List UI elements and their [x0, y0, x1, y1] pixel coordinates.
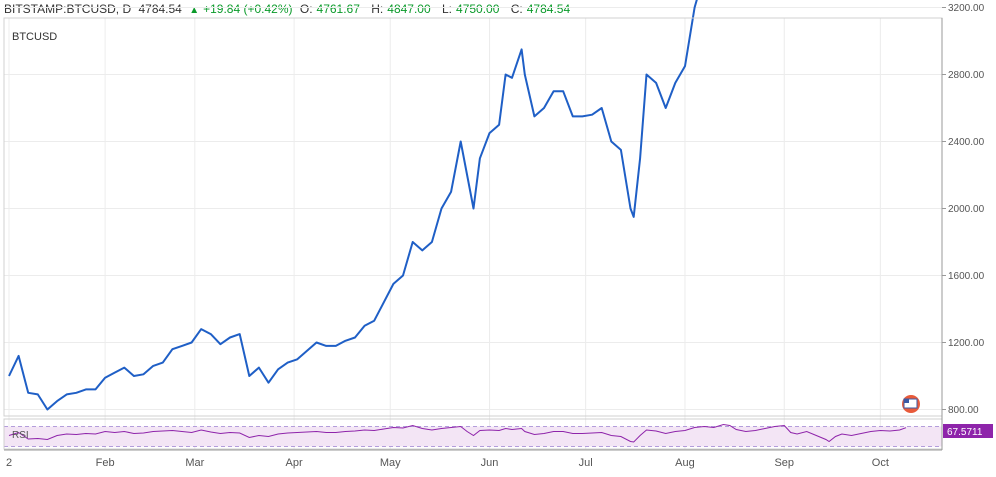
- close-label: C:: [510, 2, 523, 16]
- x-tick-label: Apr: [286, 457, 303, 469]
- symbol-header: BITSTAMP:BTCUSD, D 4784.54 ▲ +19.84 (+0.4…: [4, 0, 578, 18]
- close-value: 4784.54: [526, 2, 571, 16]
- open-label: O:: [299, 2, 313, 16]
- grid: [4, 7, 942, 449]
- main-pane[interactable]: BTCUSD: [4, 0, 942, 413]
- open-value: 4761.67: [316, 2, 360, 16]
- last-price: 4784.54: [138, 2, 182, 16]
- high-label: H:: [371, 2, 384, 16]
- series-label: BTCUSD: [12, 31, 57, 43]
- y-tick-label: 1600.00: [948, 271, 985, 282]
- axes: 800.00 1200.00 1600.00 2000.00 2400.00 2800.0…: [3, 3, 985, 469]
- price-change: +19.84 (+0.42%): [203, 2, 293, 16]
- y-tick-label: 2000.00: [948, 204, 985, 215]
- x-tick-label: May: [380, 457, 401, 469]
- up-arrow-icon: ▲: [189, 5, 200, 16]
- flag-icon-canton: [904, 399, 909, 403]
- low-value: 4750.00: [456, 2, 500, 16]
- x-tick-label: Jul: [579, 457, 593, 469]
- rsi-line: [8, 423, 907, 443]
- flag-icon: [902, 395, 920, 413]
- x-tick-label: Oct: [872, 457, 889, 469]
- symbol-title[interactable]: BITSTAMP:BTCUSD, D: [4, 2, 132, 16]
- rsi-label: RSI: [12, 430, 29, 441]
- y-tick-label: 800.00: [948, 405, 979, 416]
- x-tick-label: Sep: [774, 457, 794, 469]
- rsi-pane[interactable]: RSI 67.5711: [4, 423, 993, 447]
- rsi-band: [4, 426, 942, 447]
- x-tick-label: Feb: [96, 457, 115, 469]
- rsi-value-text: 67.5711: [947, 427, 983, 438]
- low-label: L:: [442, 2, 453, 16]
- y-tick-label: 2400.00: [948, 137, 985, 148]
- x-tick-label: Mar: [185, 457, 204, 469]
- y-tick-label: 2800.00: [948, 70, 985, 81]
- high-value: 4847.00: [387, 2, 431, 16]
- rsi-value-bg: [943, 424, 993, 438]
- btcusd-price-line: [8, 0, 698, 411]
- main-pane-border: [3, 17, 943, 417]
- flag-icon-body: [903, 398, 918, 409]
- x-tick-label: 2: [6, 457, 12, 469]
- rsi-value-badge: 67.5711: [943, 424, 993, 438]
- x-tick-label: Aug: [675, 457, 695, 469]
- x-tick-label: Jun: [481, 457, 499, 469]
- y-tick-label: 1200.00: [948, 338, 985, 349]
- y-tick-label: 3200.00: [948, 3, 985, 14]
